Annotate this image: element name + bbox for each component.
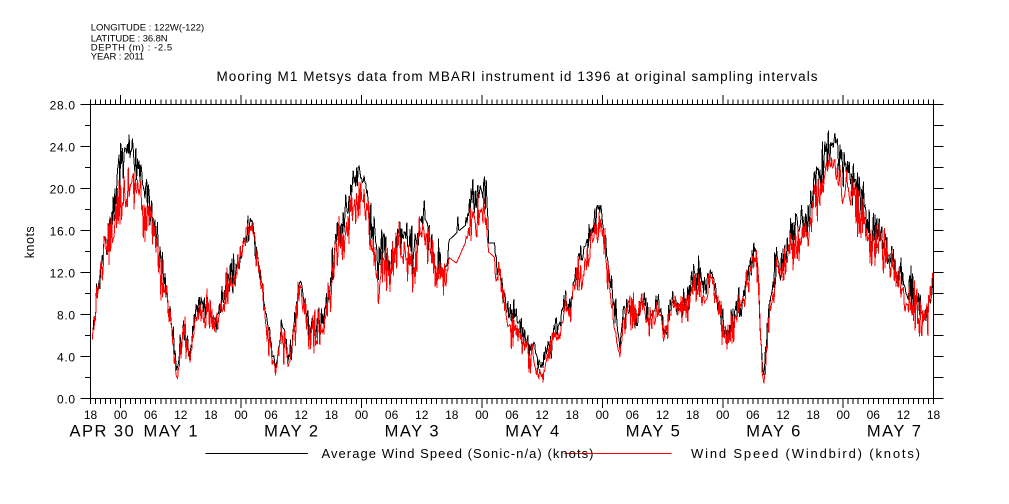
svg-text:YEAR : 2011: YEAR : 2011: [91, 51, 145, 62]
svg-text:12: 12: [535, 408, 549, 422]
svg-text:12: 12: [415, 408, 429, 422]
svg-text:00: 00: [114, 408, 128, 422]
svg-text:20.0: 20.0: [50, 182, 76, 196]
svg-text:18: 18: [806, 408, 820, 422]
svg-text:MAY 3: MAY 3: [385, 423, 439, 441]
svg-text:4.0: 4.0: [57, 350, 76, 364]
svg-text:Wind Speed (Windbird) (knots): Wind Speed (Windbird) (knots): [691, 446, 920, 461]
svg-text:18: 18: [204, 408, 218, 422]
svg-text:12: 12: [656, 408, 670, 422]
svg-text:Mooring M1 Metsys data from MB: Mooring M1 Metsys data from MBARI instru…: [217, 69, 818, 84]
svg-text:8.0: 8.0: [57, 308, 76, 322]
svg-text:06: 06: [385, 408, 399, 422]
svg-text:00: 00: [716, 408, 730, 422]
svg-text:00: 00: [234, 408, 248, 422]
svg-text:18: 18: [566, 408, 580, 422]
svg-text:06: 06: [505, 408, 519, 422]
svg-text:18: 18: [927, 408, 941, 422]
svg-text:MAY 1: MAY 1: [144, 423, 198, 441]
svg-text:Average Wind Speed (Sonic-n/a): Average Wind Speed (Sonic-n/a) (knots): [322, 446, 594, 461]
svg-text:MAY 2: MAY 2: [264, 423, 318, 441]
svg-text:18: 18: [325, 408, 339, 422]
svg-text:12: 12: [295, 408, 309, 422]
svg-text:18: 18: [686, 408, 700, 422]
svg-text:APR 30: APR 30: [70, 423, 134, 441]
svg-text:06: 06: [867, 408, 881, 422]
svg-text:18: 18: [84, 408, 98, 422]
svg-text:24.0: 24.0: [50, 140, 76, 154]
svg-text:12.0: 12.0: [50, 266, 76, 280]
svg-text:MAY 4: MAY 4: [505, 423, 559, 441]
svg-text:18: 18: [445, 408, 459, 422]
svg-text:06: 06: [264, 408, 278, 422]
svg-text:12: 12: [776, 408, 790, 422]
svg-text:LONGITUDE : 122W(-122): LONGITUDE : 122W(-122): [91, 23, 205, 34]
svg-text:28.0: 28.0: [50, 98, 76, 112]
svg-text:06: 06: [626, 408, 640, 422]
svg-text:06: 06: [746, 408, 760, 422]
svg-text:MAY 6: MAY 6: [746, 423, 800, 441]
svg-text:06: 06: [144, 408, 158, 422]
svg-text:MAY 5: MAY 5: [626, 423, 680, 441]
svg-text:MAY 7: MAY 7: [867, 423, 921, 441]
svg-text:knots: knots: [23, 226, 37, 258]
svg-text:LATITUDE : 36.8N: LATITUDE : 36.8N: [91, 33, 169, 44]
svg-text:12: 12: [897, 408, 911, 422]
svg-text:0.0: 0.0: [57, 392, 76, 406]
svg-text:00: 00: [596, 408, 610, 422]
svg-text:00: 00: [355, 408, 369, 422]
svg-text:00: 00: [475, 408, 489, 422]
svg-text:12: 12: [174, 408, 188, 422]
svg-text:16.0: 16.0: [50, 224, 76, 238]
svg-text:00: 00: [837, 408, 851, 422]
svg-text:DEPTH (m) : -2.5: DEPTH (m) : -2.5: [91, 42, 173, 53]
